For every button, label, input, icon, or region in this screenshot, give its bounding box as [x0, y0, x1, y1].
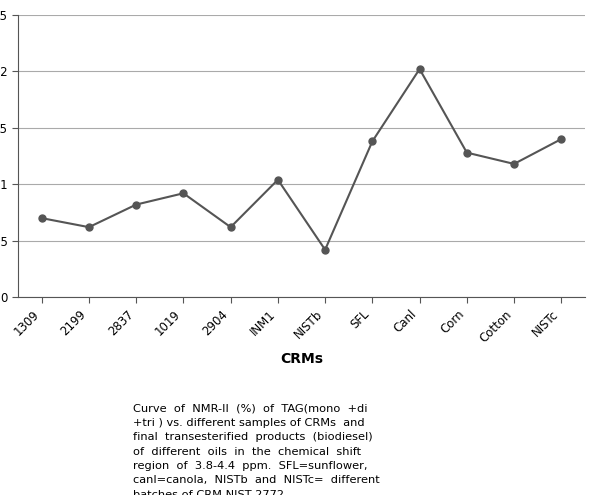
X-axis label: CRMs: CRMs: [280, 351, 323, 366]
Text: Figure 21: Figure 21: [33, 460, 99, 473]
Text: Curve  of  NMR-II  (%)  of  TAG(mono  +di
+tri ) vs. different samples of CRMs  : Curve of NMR-II (%) of TAG(mono +di +tri…: [133, 403, 379, 495]
